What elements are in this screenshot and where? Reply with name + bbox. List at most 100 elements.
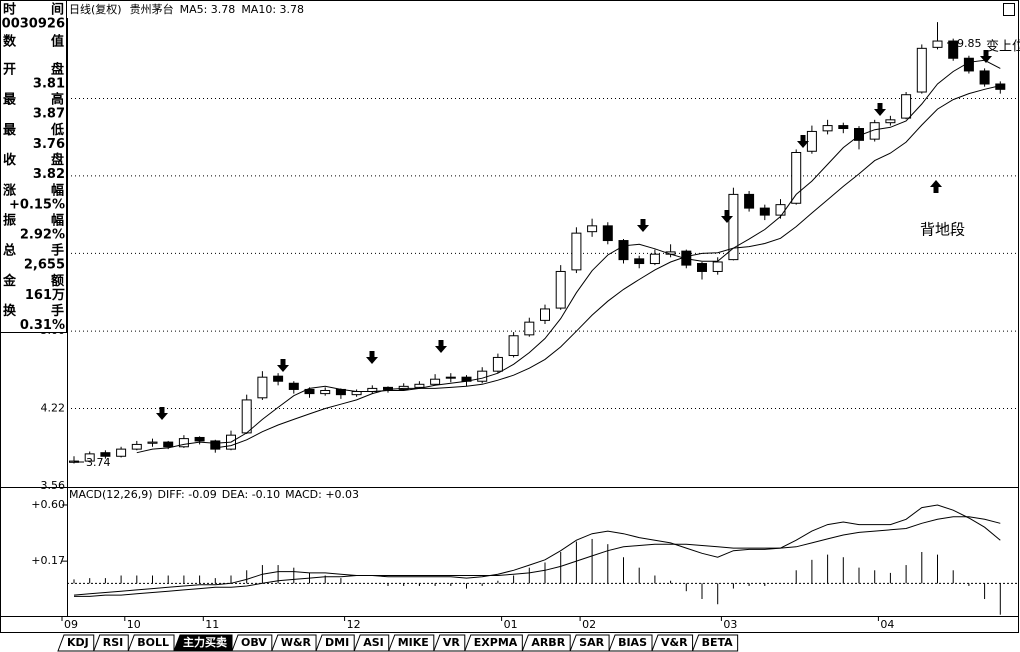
macd-header: MACD(12,26,9) DIFF: -0.09 DEA: -0.10 MACD: … — [69, 488, 359, 501]
y-tick-label: 3.56 — [41, 479, 66, 492]
tab[interactable]: MIKE — [388, 634, 435, 652]
candle-body — [649, 253, 660, 265]
tab[interactable]: W&R — [271, 634, 317, 652]
tab-shape[interactable] — [315, 634, 355, 652]
ma-line — [215, 85, 1001, 449]
candle-body — [901, 94, 912, 119]
tab[interactable]: SAR — [569, 634, 610, 652]
candle-body — [916, 47, 927, 93]
y-tick-label: +0.17 — [31, 554, 65, 567]
stock-name: 贵州茅台 — [130, 2, 174, 16]
info-value: 3.82 — [33, 167, 65, 182]
tab-shape[interactable] — [127, 634, 175, 652]
low-label: 3.74 — [86, 456, 111, 469]
candle-body — [492, 356, 503, 372]
tab-label[interactable]: EXPMA — [474, 636, 518, 649]
candle-body — [304, 388, 315, 395]
candle-body — [634, 258, 645, 265]
candle-body — [587, 225, 598, 233]
annotation: 背地段 — [920, 221, 965, 239]
candle-body — [100, 452, 111, 457]
tab[interactable]: OBV — [231, 634, 273, 652]
tab-label[interactable]: BOLL — [137, 636, 169, 649]
frame — [0, 0, 1019, 633]
tab[interactable]: BETA — [691, 634, 739, 652]
plot-layer — [67, 22, 1018, 615]
tab-label[interactable]: VR — [443, 636, 461, 649]
ma10-legend: MA10: 3.78 — [241, 3, 304, 16]
candle-body — [398, 385, 409, 390]
chart-title: 日线(复权) — [69, 2, 122, 16]
tab[interactable]: ARBR — [521, 634, 571, 652]
tab-shape[interactable] — [57, 634, 95, 652]
diff-legend: DIFF: -0.09 — [158, 488, 217, 501]
tab-label[interactable]: KDJ — [67, 636, 89, 649]
tab-shape[interactable] — [651, 634, 694, 652]
tab[interactable]: KDJ — [57, 634, 95, 652]
tab-label[interactable]: V&R — [661, 636, 688, 649]
info-value: 3.87 — [33, 107, 65, 122]
tab-label[interactable]: OBV — [241, 636, 267, 649]
tab[interactable]: BOLL — [127, 634, 175, 652]
x-tick-label: 02 — [582, 618, 596, 631]
tab-label[interactable]: ASI — [363, 636, 384, 649]
candle-body — [744, 193, 755, 209]
tab-label[interactable]: W&R — [281, 636, 312, 649]
tab-shape[interactable] — [93, 634, 129, 652]
candle-body — [414, 383, 425, 388]
x-tick-label: 04 — [880, 618, 894, 631]
high-label: 9.85 — [957, 37, 982, 50]
macd-legend: MACD: +0.03 — [285, 488, 359, 501]
tab-shape[interactable] — [271, 634, 317, 652]
tab[interactable]: ASI — [353, 634, 390, 652]
x-tick-label: 09 — [64, 618, 78, 631]
info-value: 3.76 — [33, 137, 65, 152]
tab-label[interactable]: 主力买卖 — [183, 635, 227, 649]
tab-shape[interactable] — [691, 634, 739, 652]
candle-body — [131, 443, 142, 450]
candle-body — [822, 125, 833, 132]
tab-shape[interactable] — [464, 634, 523, 652]
tab-shape[interactable] — [353, 634, 390, 652]
candle-body — [806, 130, 817, 152]
x-tick-label: 12 — [347, 618, 361, 631]
tab-shape[interactable] — [173, 634, 233, 652]
candle-body — [885, 119, 896, 124]
tab[interactable]: BIAS — [608, 634, 653, 652]
tab[interactable]: VR — [433, 634, 466, 652]
tab-label[interactable]: BIAS — [618, 636, 647, 649]
tab-label[interactable]: BETA — [702, 636, 734, 649]
tab-shape[interactable] — [569, 634, 610, 652]
tab[interactable]: V&R — [651, 634, 694, 652]
candle-body — [84, 453, 95, 462]
tab-shape[interactable] — [521, 634, 571, 652]
candle-body — [320, 389, 331, 395]
tab-label[interactable]: MIKE — [398, 636, 429, 649]
macd-line — [73, 504, 1001, 596]
tab-shape[interactable] — [388, 634, 435, 652]
x-tick-label: 10 — [127, 618, 141, 631]
candle-body — [759, 207, 770, 216]
tab-label[interactable]: ARBR — [531, 636, 565, 649]
candle-body — [210, 440, 221, 450]
tab-shape[interactable] — [433, 634, 466, 652]
tab-label[interactable]: DMI — [325, 636, 349, 649]
candle-body — [791, 151, 802, 204]
candle-body — [697, 263, 707, 272]
tab-shape[interactable] — [231, 634, 273, 652]
info-value: +0.15% — [9, 197, 65, 212]
tab[interactable]: RSI — [93, 634, 129, 652]
candle-body — [241, 399, 252, 434]
candle-body — [838, 125, 849, 130]
tab[interactable]: DMI — [315, 634, 355, 652]
tab-label[interactable]: RSI — [103, 636, 124, 649]
tab[interactable]: 主力买卖 — [173, 634, 233, 652]
candle-body — [979, 70, 990, 85]
tab-shape[interactable] — [608, 634, 653, 652]
candle-body — [712, 261, 723, 272]
candle-body — [257, 376, 268, 399]
candle-body — [618, 240, 629, 261]
x-tick-label: 11 — [205, 618, 219, 631]
tab-label[interactable]: SAR — [579, 636, 604, 649]
tab[interactable]: EXPMA — [464, 634, 523, 652]
